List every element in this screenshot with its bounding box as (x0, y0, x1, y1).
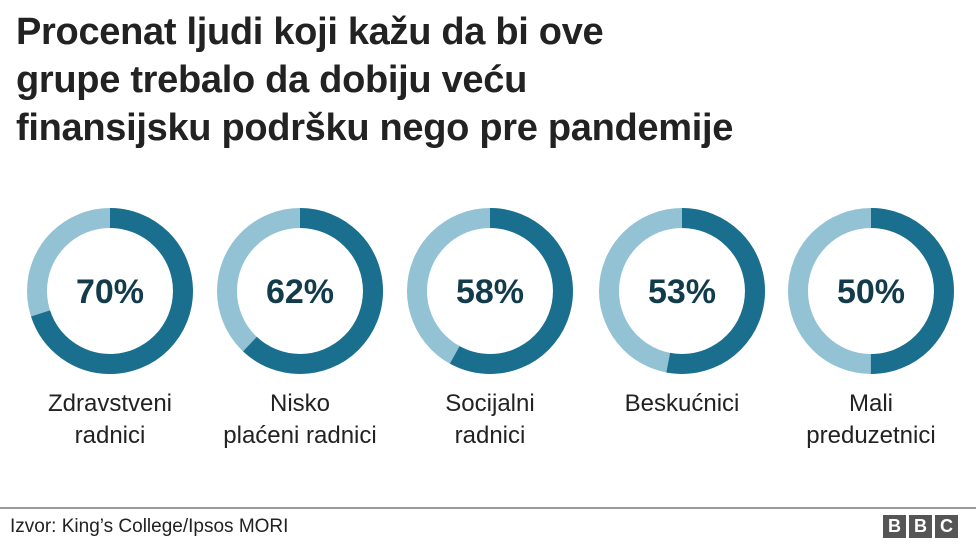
title-line: grupe trebalo da dobiju veću (16, 59, 528, 101)
title-line: Procenat ljudi koji kažu da bi ove (16, 11, 604, 53)
category-label-line: Zdravstveni (47, 390, 173, 417)
category-label-line: radnici (74, 422, 146, 449)
category-label-line: plaćeni radnici (223, 422, 377, 449)
donut-value-arc (599, 208, 765, 374)
donut-0: 70% (27, 208, 193, 374)
category-label: Socijalni radnici (390, 388, 590, 452)
category-label: Mali preduzetnici (771, 388, 971, 452)
category-label: Nisko plaćeni radnici (200, 388, 400, 452)
bbc-logo-letter: C (935, 515, 958, 538)
value-label: 50% (837, 273, 905, 311)
value-label: 58% (456, 273, 524, 311)
source-note: Izvor: King’s College/Ipsos MORI (10, 516, 289, 537)
donut-3: 53% (599, 208, 765, 374)
category-label-line: radnici (454, 422, 526, 449)
donut-value-arc (788, 208, 954, 374)
footer-divider (0, 507, 976, 509)
donut-value-arc (27, 208, 193, 374)
donut-1: 62% (217, 208, 383, 374)
bbc-logo-letter: B (883, 515, 906, 538)
donut-charts: 70% 62% 58% 53% 50% (27, 208, 954, 374)
donut-4: 50% (788, 208, 954, 374)
title-line: finansijsku podršku nego pre pandemije (16, 107, 734, 149)
category-label-line: Nisko (269, 390, 330, 417)
value-label: 70% (76, 273, 144, 311)
value-label: 62% (266, 273, 334, 311)
donut-value-arc (407, 208, 573, 374)
donut-value-arc (217, 208, 383, 374)
category-label-line: Socijalni (445, 390, 535, 417)
category-label-line: Mali (848, 390, 893, 417)
category-label: Zdravstveni radnici (10, 388, 210, 452)
bbc-logo-letter: B (909, 515, 932, 538)
category-label-line: preduzetnici (806, 422, 936, 449)
category-label-line: Beskućnici (624, 390, 740, 417)
bbc-logo: B B C (883, 515, 958, 538)
value-label: 53% (648, 273, 716, 311)
category-label: Beskućnici (582, 388, 782, 420)
donut-2: 58% (407, 208, 573, 374)
chart-title: Procenat ljudi koji kažu da bi ove grupe… (16, 8, 733, 152)
